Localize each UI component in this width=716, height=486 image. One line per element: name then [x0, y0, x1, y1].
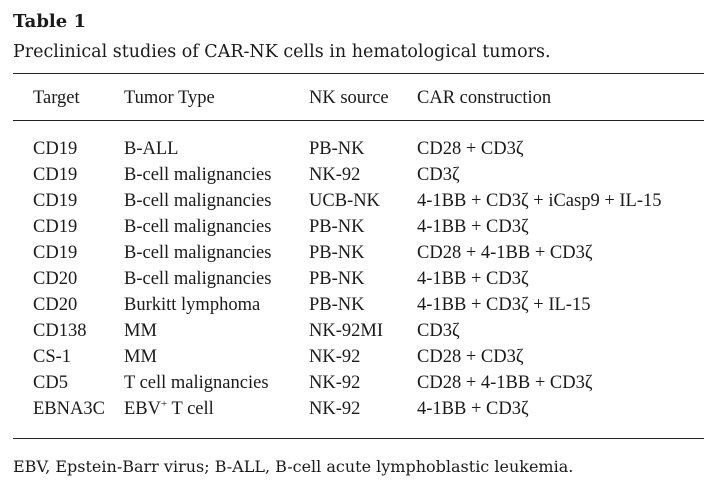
cell-car-construction: CD28 + CD3ζ	[417, 347, 524, 367]
cell-target: EBNA3C	[33, 399, 105, 419]
table-header-rule	[13, 120, 704, 121]
cell-tumor-type: B-cell malignancies	[124, 165, 272, 185]
cell-car-construction: 4-1BB + CD3ζ + iCasp9 + IL-15	[417, 191, 662, 211]
cell-nk-source: PB-NK	[309, 295, 365, 315]
cell-target: CD138	[33, 321, 87, 341]
cell-tumor-type: MM	[124, 321, 157, 341]
cell-nk-source: PB-NK	[309, 243, 365, 263]
header-tumor-type: Tumor Type	[124, 88, 215, 108]
tumor-type-rest: T cell	[167, 399, 214, 419]
cell-target: CD20	[33, 295, 78, 315]
cell-nk-source: NK-92MI	[309, 321, 383, 341]
cell-tumor-type: B-cell malignancies	[124, 243, 272, 263]
cell-nk-source: PB-NK	[309, 269, 365, 289]
cell-nk-source: PB-NK	[309, 139, 365, 159]
cell-target: CD19	[33, 165, 78, 185]
cell-car-construction: 4-1BB + CD3ζ + IL-15	[417, 295, 591, 315]
cell-target: CD19	[33, 243, 78, 263]
cell-tumor-type: B-cell malignancies	[124, 269, 272, 289]
cell-target: CD5	[33, 373, 68, 393]
cell-nk-source: NK-92	[309, 399, 361, 419]
cell-nk-source: NK-92	[309, 347, 361, 367]
cell-tumor-type: Burkitt lymphoma	[124, 295, 261, 315]
cell-target: CD19	[33, 191, 78, 211]
cell-tumor-type: B-cell malignancies	[124, 217, 272, 237]
cell-car-construction: 4-1BB + CD3ζ	[417, 217, 529, 237]
table-top-rule	[13, 73, 704, 74]
cell-nk-source: NK-92	[309, 165, 361, 185]
header-car-construction: CAR construction	[417, 88, 552, 108]
cell-car-construction: CD3ζ	[417, 165, 460, 185]
cell-tumor-type: B-ALL	[124, 139, 179, 159]
tumor-type-superscript: +	[161, 398, 168, 410]
cell-car-construction: CD28 + 4-1BB + CD3ζ	[417, 243, 593, 263]
cell-target: CD19	[33, 217, 78, 237]
header-nk-source: NK source	[309, 88, 389, 108]
cell-tumor-type: EBV+ T cell	[124, 398, 214, 420]
table-footnote: EBV, Epstein-Barr virus; B-ALL, B-cell a…	[13, 457, 574, 476]
cell-nk-source: NK-92	[309, 373, 361, 393]
cell-target: CS-1	[33, 347, 72, 367]
cell-car-construction: CD28 + CD3ζ	[417, 139, 524, 159]
cell-target: CD20	[33, 269, 78, 289]
tumor-type-base: EBV	[124, 399, 161, 419]
cell-car-construction: CD3ζ	[417, 321, 460, 341]
table-label: Table 1	[13, 11, 87, 32]
cell-car-construction: 4-1BB + CD3ζ	[417, 269, 529, 289]
table-caption: Preclinical studies of CAR-NK cells in h…	[13, 42, 551, 62]
header-target: Target	[33, 88, 80, 108]
cell-car-construction: CD28 + 4-1BB + CD3ζ	[417, 373, 593, 393]
cell-tumor-type: T cell malignancies	[124, 373, 269, 393]
table-bottom-rule	[13, 438, 704, 439]
cell-tumor-type: B-cell malignancies	[124, 191, 272, 211]
cell-nk-source: PB-NK	[309, 217, 365, 237]
cell-car-construction: 4-1BB + CD3ζ	[417, 399, 529, 419]
cell-tumor-type: MM	[124, 347, 157, 367]
cell-nk-source: UCB-NK	[309, 191, 380, 211]
cell-target: CD19	[33, 139, 78, 159]
